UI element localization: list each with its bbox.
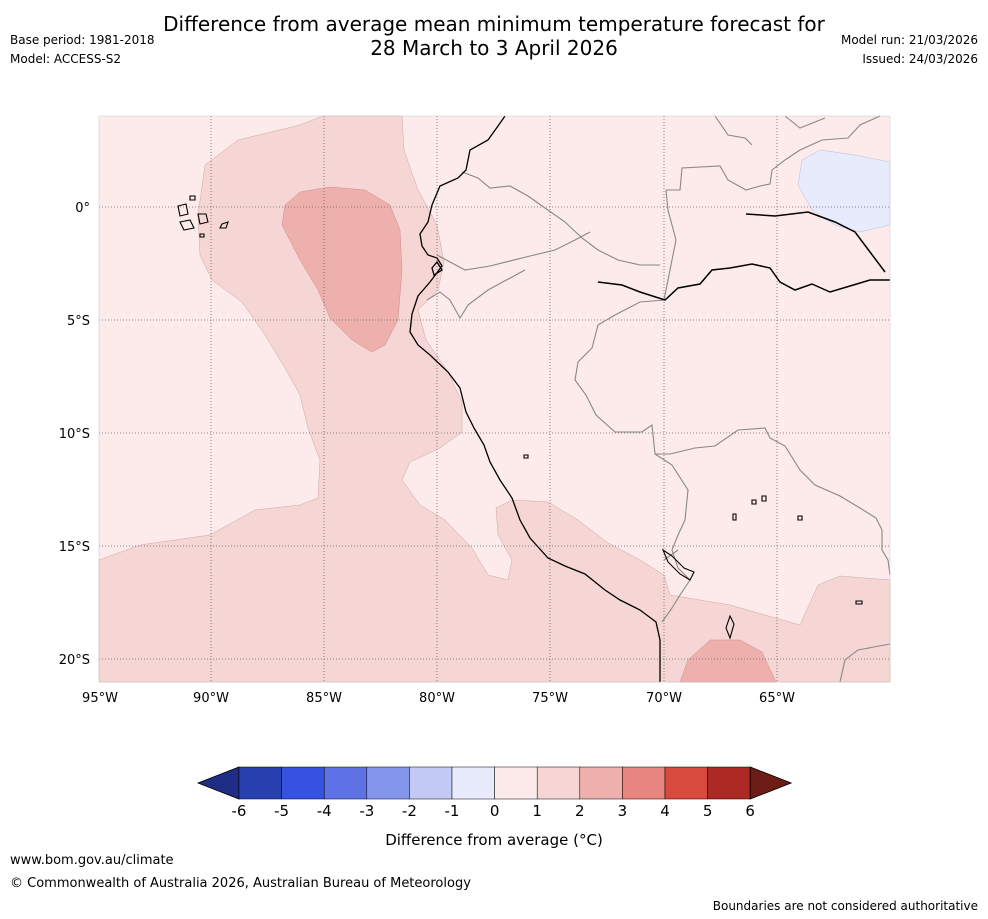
model-name: Model: ACCESS-S2 [10, 52, 122, 66]
colorbar: -6 -5 -4 -3 -2 -1 0 1 2 3 4 5 6 [196, 766, 793, 820]
colorbar-swatch [238, 766, 282, 800]
lat-label: 10°S [59, 427, 90, 442]
lon-label: 70°W [646, 691, 682, 706]
anomaly-region-3-4-ocean [281, 186, 403, 353]
lon-label: 85°W [306, 691, 342, 706]
colorbar-tick-label: 2 [575, 802, 585, 820]
model-run-date: Model run: 21/03/2026 [840, 33, 978, 47]
latitude-labels: 0° 5°S 10°S 15°S 20°S [59, 201, 90, 668]
lon-label: 65°W [759, 691, 795, 706]
colorbar-swatch [579, 766, 623, 800]
lakes [523, 454, 863, 640]
amazon-river [597, 263, 890, 301]
colorbar-swatch [707, 766, 751, 800]
colorbar-swatch [622, 766, 666, 800]
colorbar-tick-label: -6 [232, 802, 247, 820]
lat-label: 15°S [59, 540, 90, 555]
issued-date: Issued: 24/03/2026 [862, 52, 978, 66]
colorbar-swatch [409, 766, 453, 800]
colorbar-extend-min [196, 766, 240, 800]
map-frame [98, 115, 891, 683]
longitude-labels: 95°W 90°W 85°W 80°W 75°W 70°W 65°W [82, 691, 795, 706]
colorbar-tick-label: 1 [532, 802, 542, 820]
colorbar-tick-label: -1 [445, 802, 460, 820]
page-title: Difference from average mean minimum tem… [0, 12, 988, 60]
coastline [409, 115, 661, 682]
footer-url: www.bom.gov.au/climate [10, 853, 174, 868]
colorbar-tick-label: 4 [660, 802, 670, 820]
colorbar-swatch [451, 766, 495, 800]
anomaly-region-2-3 [98, 115, 891, 683]
lon-label: 95°W [82, 691, 118, 706]
lon-label: 90°W [193, 691, 229, 706]
colorbar-extend-max [749, 766, 793, 800]
colorbar-swatch [366, 766, 410, 800]
base-period: Base period: 1981-2018 [10, 33, 155, 47]
lon-label: 75°W [532, 691, 568, 706]
colorbar-swatch [664, 766, 708, 800]
colorbar-tick-label: -3 [359, 802, 374, 820]
amazon-river-north [745, 211, 886, 273]
colorbar-swatch [281, 766, 325, 800]
colorbar-tick-label: -2 [402, 802, 417, 820]
colorbar-tick-label: -4 [317, 802, 332, 820]
colorbar-swatch [536, 766, 581, 800]
galapagos-islands [177, 195, 229, 238]
lon-label: 80°W [419, 691, 455, 706]
footer-copyright: © Commonwealth of Australia 2026, Austra… [10, 876, 471, 891]
anomaly-region-0-1 [797, 149, 891, 233]
colorbar-tick-label: -5 [274, 802, 289, 820]
title-line-1: Difference from average mean minimum tem… [163, 12, 825, 36]
footer-disclaimer: Boundaries are not considered authoritat… [712, 899, 978, 913]
colorbar-tick-label: 3 [618, 802, 628, 820]
colorbar-label: Difference from average (°C) [385, 831, 603, 849]
lat-label: 0° [75, 201, 90, 216]
title-line-2: 28 March to 3 April 2026 [370, 36, 618, 60]
colorbar-tick-label: 0 [490, 802, 500, 820]
colorbar-tick-label: 5 [703, 802, 713, 820]
lat-label: 20°S [59, 653, 90, 668]
graticule [99, 116, 890, 682]
lat-label: 5°S [67, 314, 90, 329]
colorbar-swatch [323, 766, 368, 800]
country-borders [426, 115, 891, 683]
colorbar-swatch [494, 766, 538, 800]
colorbar-tick-label: 6 [745, 802, 755, 820]
